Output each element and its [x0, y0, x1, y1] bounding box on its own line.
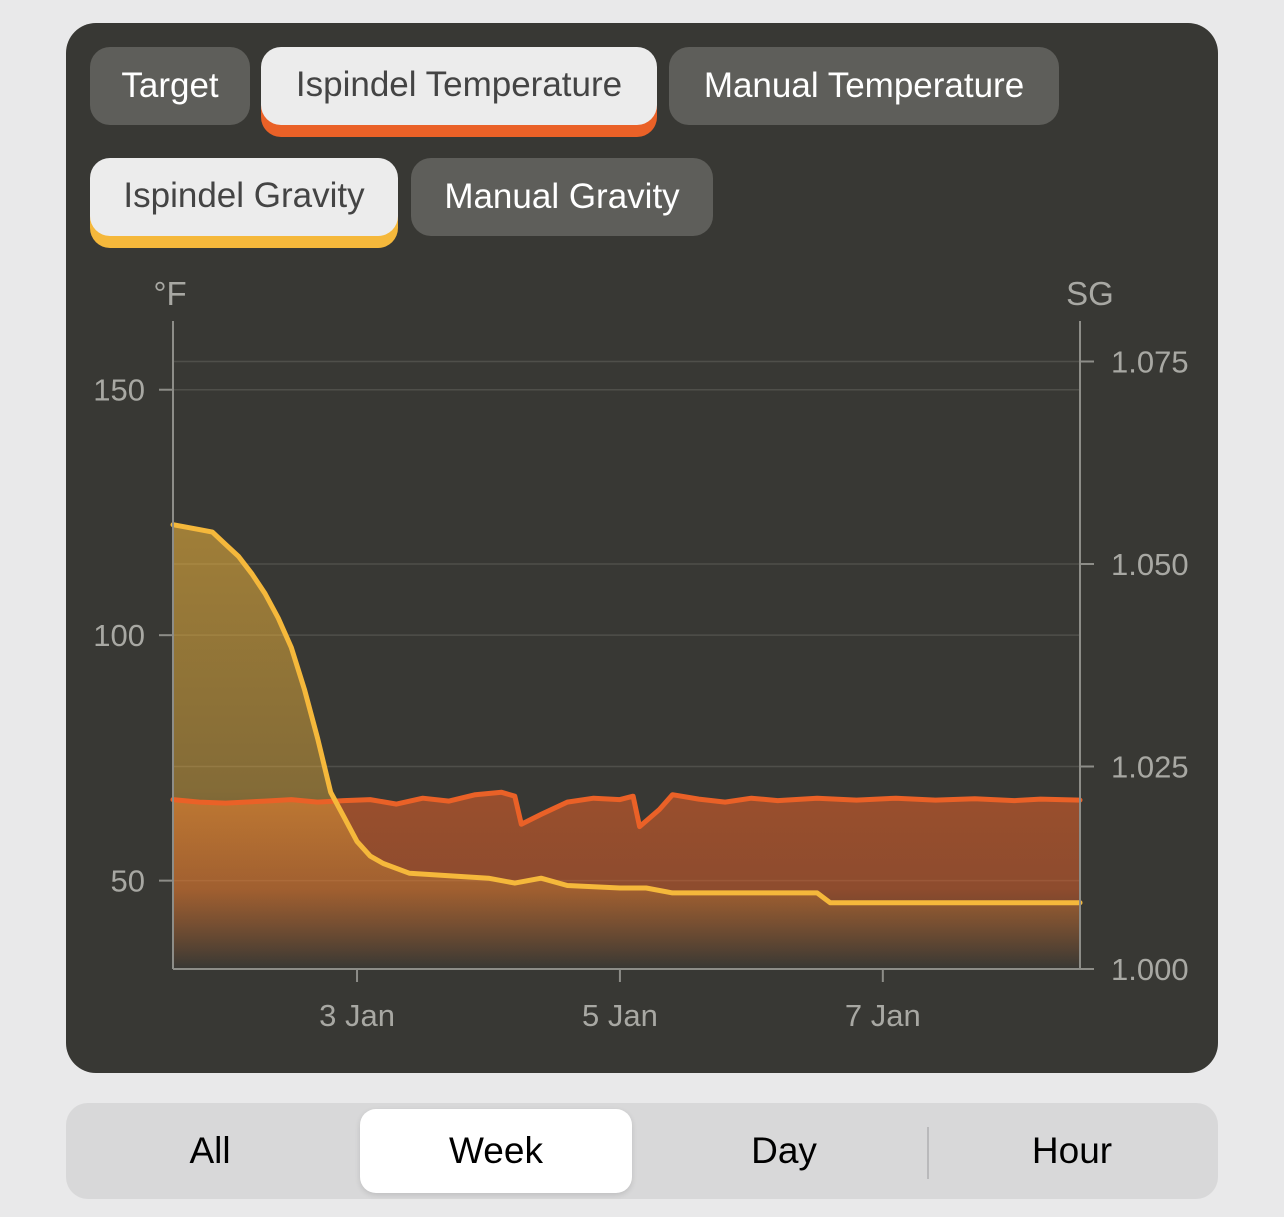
range-divider [927, 1127, 929, 1179]
filter-chip-manual-temperature[interactable]: Manual Temperature [669, 47, 1059, 125]
filter-chip-target[interactable]: Target [90, 47, 250, 125]
series-area-1 [173, 524, 1080, 969]
left-tick-label: 100 [93, 618, 145, 653]
right-tick-label: 1.025 [1111, 750, 1189, 785]
filter-chip-ispindel-temperature[interactable]: Ispindel Temperature [261, 47, 657, 125]
right-tick-label: 1.000 [1111, 952, 1189, 987]
filter-chip-label: Manual Gravity [444, 177, 680, 216]
range-option-week[interactable]: Week [360, 1109, 632, 1193]
range-selector: All Week Day Hour [66, 1103, 1218, 1199]
x-tick-label: 5 Jan [582, 998, 658, 1033]
x-tick-label: 3 Jan [319, 998, 395, 1033]
fermentation-chart: 50 100 150 1.000 1.025 1.050 1.075 3 Jan 5 Jan 7 … [93, 275, 1189, 1033]
range-option-hour[interactable]: Hour [932, 1109, 1212, 1193]
range-option-all[interactable]: All [72, 1109, 348, 1193]
range-option-day[interactable]: Day [642, 1109, 926, 1193]
y-right-unit-label: SG [1066, 275, 1114, 312]
right-tick-label: 1.075 [1111, 345, 1189, 380]
filter-chip-label: Ispindel Gravity [123, 176, 365, 215]
x-tick-label: 7 Jan [845, 998, 921, 1033]
series-line-1 [170, 522, 1083, 906]
range-option-label: Week [449, 1130, 543, 1171]
range-option-label: Day [751, 1130, 817, 1171]
left-tick-label: 150 [93, 373, 145, 408]
range-option-label: Hour [1031, 1130, 1113, 1171]
right-tick-label: 1.050 [1111, 547, 1189, 582]
left-tick-label: 50 [111, 864, 145, 899]
chart-card: Target Ispindel Temperature Manual Tempe… [66, 23, 1218, 1073]
y-left-unit-label: °F [153, 275, 186, 312]
range-option-label: All [189, 1130, 231, 1171]
filter-chip-label: Manual Temperature [703, 66, 1025, 105]
filter-chip-manual-gravity[interactable]: Manual Gravity [411, 158, 713, 236]
filter-chip-ispindel-gravity[interactable]: Ispindel Gravity [90, 158, 398, 236]
filter-chip-label: Ispindel Temperature [295, 65, 623, 104]
filter-chip-label: Target [121, 66, 219, 105]
